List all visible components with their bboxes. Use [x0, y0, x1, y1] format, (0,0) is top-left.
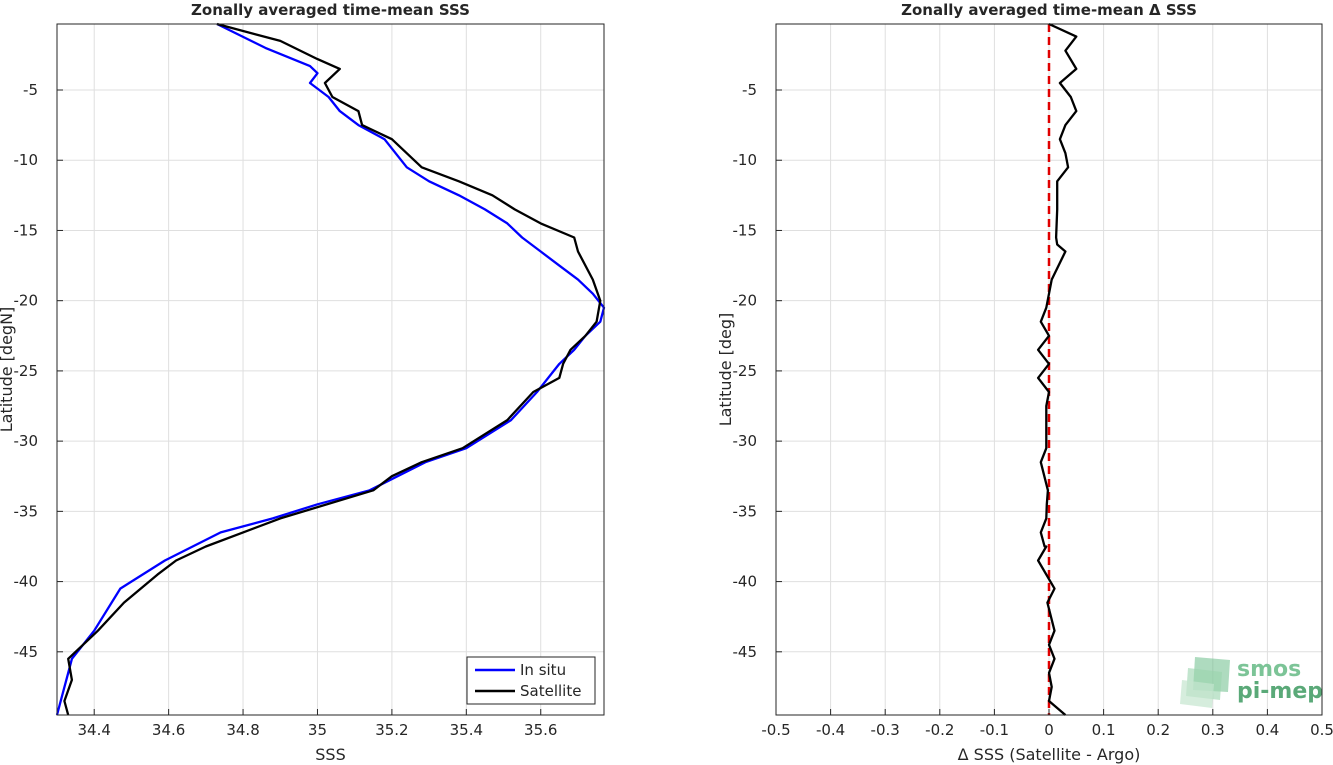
- plot-area: [57, 24, 604, 715]
- y-tick-label: -20: [733, 292, 758, 310]
- y-tick-label: -40: [14, 573, 39, 591]
- left-panel: 34.4 34.6 34.8 35 35.2 35.4 35.6 -5 -10 -15 -20 -2…: [0, 1, 606, 764]
- y-tick-label: -35: [14, 502, 39, 520]
- series-line-delta-sss: [1036, 22, 1078, 716]
- series-lines: [1036, 22, 1078, 716]
- right-panel: smos pi-mep -0.5 -0.4 -0.3 -0.2 -0.1 0 0.1 0.2 0…: [716, 1, 1333, 764]
- series-line-satellite: [63, 22, 602, 716]
- y-ticks: -5 -10 -15 -20 -25 -30 -35 -40 -45: [14, 81, 63, 661]
- x-axis-label: Δ SSS (Satellite - Argo): [958, 745, 1141, 764]
- chart-title: Zonally averaged time-mean SSS: [191, 1, 470, 19]
- y-tick-label: -25: [14, 362, 39, 380]
- y-tick-label: -30: [14, 432, 39, 450]
- y-tick-label: -35: [733, 502, 758, 520]
- y-tick-label: -45: [733, 643, 758, 661]
- x-tick-label: 35.6: [524, 721, 557, 739]
- x-tick-label: -0.4: [816, 721, 845, 739]
- x-axis-label: SSS: [315, 745, 345, 764]
- y-tick-label: -5: [742, 81, 757, 99]
- grid: [775, 24, 1323, 715]
- y-tick-label: -15: [14, 221, 39, 239]
- logo-text-pi-mep: pi-mep: [1237, 679, 1323, 704]
- y-tick-label: -5: [23, 81, 38, 99]
- y-tick-label: -10: [733, 151, 758, 169]
- x-ticks: -0.5 -0.4 -0.3 -0.2 -0.1 0 0.1 0.2 0.3 0.4 0.5: [761, 709, 1333, 739]
- x-tick-label: 35.4: [450, 721, 483, 739]
- x-tick-label: -0.1: [980, 721, 1009, 739]
- y-axis-label: Latitude [degN]: [0, 307, 16, 433]
- y-tick-label: -10: [14, 151, 39, 169]
- x-tick-label: 34.8: [226, 721, 259, 739]
- x-tick-label: 0.4: [1255, 721, 1279, 739]
- x-tick-label: 34.6: [152, 721, 185, 739]
- x-tick-label: 0: [1044, 721, 1054, 739]
- legend: In situ Satellite: [466, 656, 596, 705]
- x-ticks: 34.4 34.6 34.8 35 35.2 35.4 35.6: [78, 709, 557, 739]
- y-axis-label: Latitude [deg]: [716, 313, 735, 427]
- chart-title: Zonally averaged time-mean Δ SSS: [901, 1, 1197, 19]
- axes-frame: [56, 23, 605, 716]
- x-tick-label: 0.3: [1201, 721, 1225, 739]
- x-tick-label: 0.2: [1146, 721, 1170, 739]
- grid: [57, 24, 604, 715]
- y-tick-label: -45: [14, 643, 39, 661]
- x-tick-label: 0.1: [1092, 721, 1116, 739]
- x-tick-label: 35: [308, 721, 327, 739]
- logo-shape: [1180, 680, 1214, 708]
- legend-box: [466, 656, 596, 705]
- y-tick-label: -30: [733, 432, 758, 450]
- y-tick-label: -40: [733, 573, 758, 591]
- x-tick-label: -0.3: [871, 721, 900, 739]
- x-tick-label: 34.4: [78, 721, 111, 739]
- x-tick-label: -0.2: [925, 721, 954, 739]
- logo-text-smos: smos: [1237, 657, 1301, 682]
- y-tick-label: -20: [14, 292, 39, 310]
- legend-label-satellite: Satellite: [520, 682, 581, 700]
- y-ticks: -5 -10 -15 -20 -25 -30 -35 -40 -45: [733, 81, 782, 661]
- legend-label-in-situ: In situ: [520, 661, 566, 679]
- x-tick-label: 0.5: [1310, 721, 1333, 739]
- y-tick-label: -15: [733, 221, 758, 239]
- x-tick-label: 35.2: [375, 721, 408, 739]
- y-tick-label: -25: [733, 362, 758, 380]
- x-tick-label: -0.5: [761, 721, 790, 739]
- smos-pi-mep-logo: smos pi-mep: [1180, 657, 1323, 708]
